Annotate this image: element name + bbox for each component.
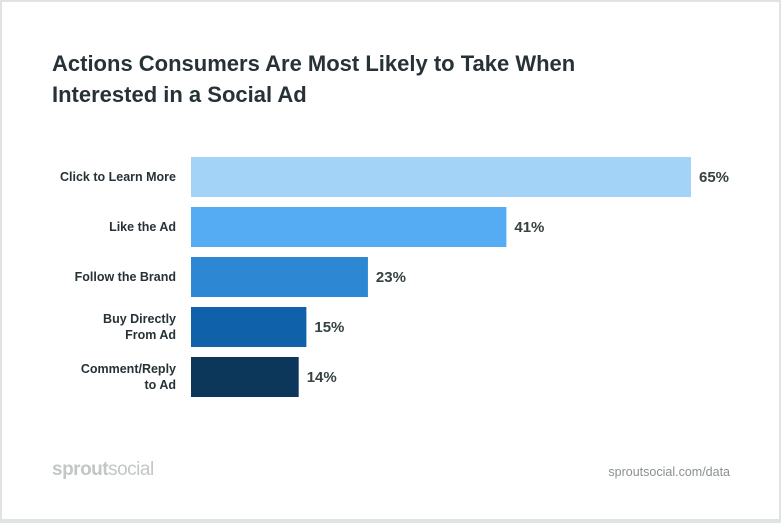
logo-light: social xyxy=(108,459,154,480)
value-label: 14% xyxy=(307,369,337,386)
category-label: Buy Directly xyxy=(103,312,176,326)
category-label: Follow the Brand xyxy=(75,270,176,284)
chart-title: Actions Consumers Are Most Likely to Tak… xyxy=(52,51,576,107)
value-label: 41% xyxy=(514,219,544,236)
bar xyxy=(191,307,307,347)
bar xyxy=(191,207,507,247)
bar xyxy=(191,357,299,397)
category-label: Comment/Reply xyxy=(81,362,176,376)
logo-bold: sprout xyxy=(52,459,109,480)
source-url: sproutsocial.com/data xyxy=(608,465,730,479)
bar xyxy=(191,257,368,297)
category-label: to Ad xyxy=(145,378,176,392)
value-label: 15% xyxy=(314,319,344,336)
category-label: Like the Ad xyxy=(109,220,176,234)
bar xyxy=(191,157,691,197)
sproutsocial-logo: sproutsocial xyxy=(52,459,154,481)
value-label: 23% xyxy=(376,269,406,286)
category-label: From Ad xyxy=(125,328,176,342)
category-label: Click to Learn More xyxy=(60,170,176,184)
value-label: 65% xyxy=(699,169,729,186)
